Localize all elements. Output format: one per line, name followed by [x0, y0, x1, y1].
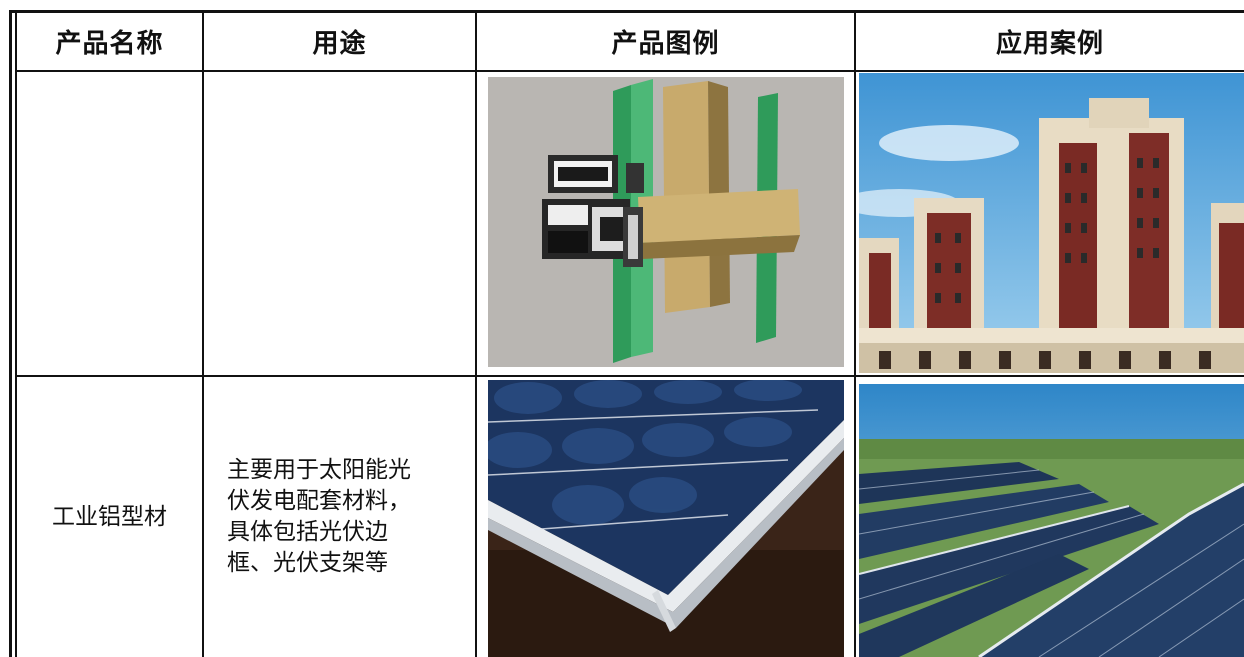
solar-farm-icon — [859, 384, 1244, 657]
use-line-4: 框、光伏支架等 — [227, 550, 388, 576]
row-divider — [15, 375, 1244, 377]
column-divider-1 — [202, 10, 204, 657]
use-line-1: 主要用于太阳能光 — [227, 457, 411, 483]
product-table: 产品名称 用途 产品图例 应用案例 — [9, 10, 1244, 657]
solar-panel-frame-closeup-icon — [488, 380, 844, 657]
table-border-left-outer — [9, 10, 12, 657]
column-divider-3 — [854, 10, 856, 657]
column-divider-2 — [475, 10, 477, 657]
row2-use-text: 主要用于太阳能光 伏发电配套材料， 具体包括光伏边 框、光伏支架等 — [227, 455, 452, 579]
header-row-divider — [15, 70, 1244, 72]
use-line-2: 伏发电配套材料， — [227, 488, 411, 514]
table-border-left-inner — [15, 10, 17, 657]
use-line-3: 具体包括光伏边 — [227, 519, 388, 545]
table-border-top — [9, 10, 1244, 13]
residential-buildings-icon — [859, 73, 1244, 373]
header-product-name: 产品名称 — [55, 29, 164, 59]
header-use: 用途 — [312, 29, 367, 59]
aluminum-window-profile-cross-section-icon — [488, 77, 844, 367]
row1-product-name — [17, 72, 202, 375]
row1-use — [204, 72, 475, 375]
row2-use: 主要用于太阳能光 伏发电配套材料， 具体包括光伏边 框、光伏支架等 — [204, 377, 475, 657]
header-application-case: 应用案例 — [995, 29, 1104, 59]
header-product-image: 产品图例 — [611, 29, 720, 59]
row2-product-name: 工业铝型材 — [52, 503, 167, 530]
